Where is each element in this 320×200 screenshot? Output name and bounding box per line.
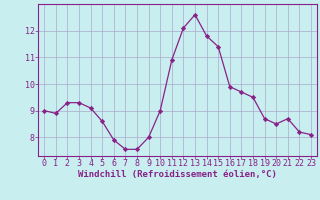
X-axis label: Windchill (Refroidissement éolien,°C): Windchill (Refroidissement éolien,°C) (78, 170, 277, 179)
